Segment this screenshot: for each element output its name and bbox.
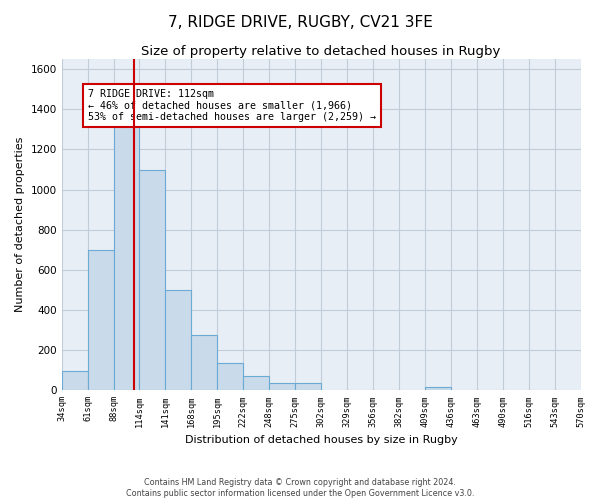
Title: Size of property relative to detached houses in Rugby: Size of property relative to detached ho… — [142, 45, 501, 58]
X-axis label: Distribution of detached houses by size in Rugby: Distribution of detached houses by size … — [185, 435, 457, 445]
Bar — [62, 371, 88, 390]
Bar — [295, 384, 321, 390]
Bar — [139, 170, 166, 390]
Bar — [88, 250, 113, 390]
Text: Contains HM Land Registry data © Crown copyright and database right 2024.
Contai: Contains HM Land Registry data © Crown c… — [126, 478, 474, 498]
Bar — [217, 363, 243, 390]
Bar — [243, 376, 269, 390]
Bar — [191, 335, 217, 390]
Bar — [166, 290, 191, 390]
Bar — [425, 388, 451, 390]
Bar — [269, 384, 295, 390]
Text: 7, RIDGE DRIVE, RUGBY, CV21 3FE: 7, RIDGE DRIVE, RUGBY, CV21 3FE — [167, 15, 433, 30]
Text: 7 RIDGE DRIVE: 112sqm
← 46% of detached houses are smaller (1,966)
53% of semi-d: 7 RIDGE DRIVE: 112sqm ← 46% of detached … — [88, 89, 376, 122]
Y-axis label: Number of detached properties: Number of detached properties — [15, 137, 25, 312]
Bar — [113, 124, 139, 390]
